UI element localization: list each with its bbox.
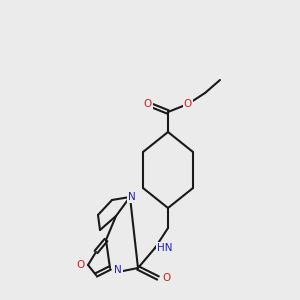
Text: O: O (77, 260, 85, 270)
Text: N: N (128, 192, 136, 202)
Text: HN: HN (157, 243, 172, 253)
Text: O: O (162, 273, 170, 283)
Text: O: O (144, 99, 152, 109)
Text: O: O (184, 99, 192, 109)
Text: N: N (114, 265, 122, 275)
